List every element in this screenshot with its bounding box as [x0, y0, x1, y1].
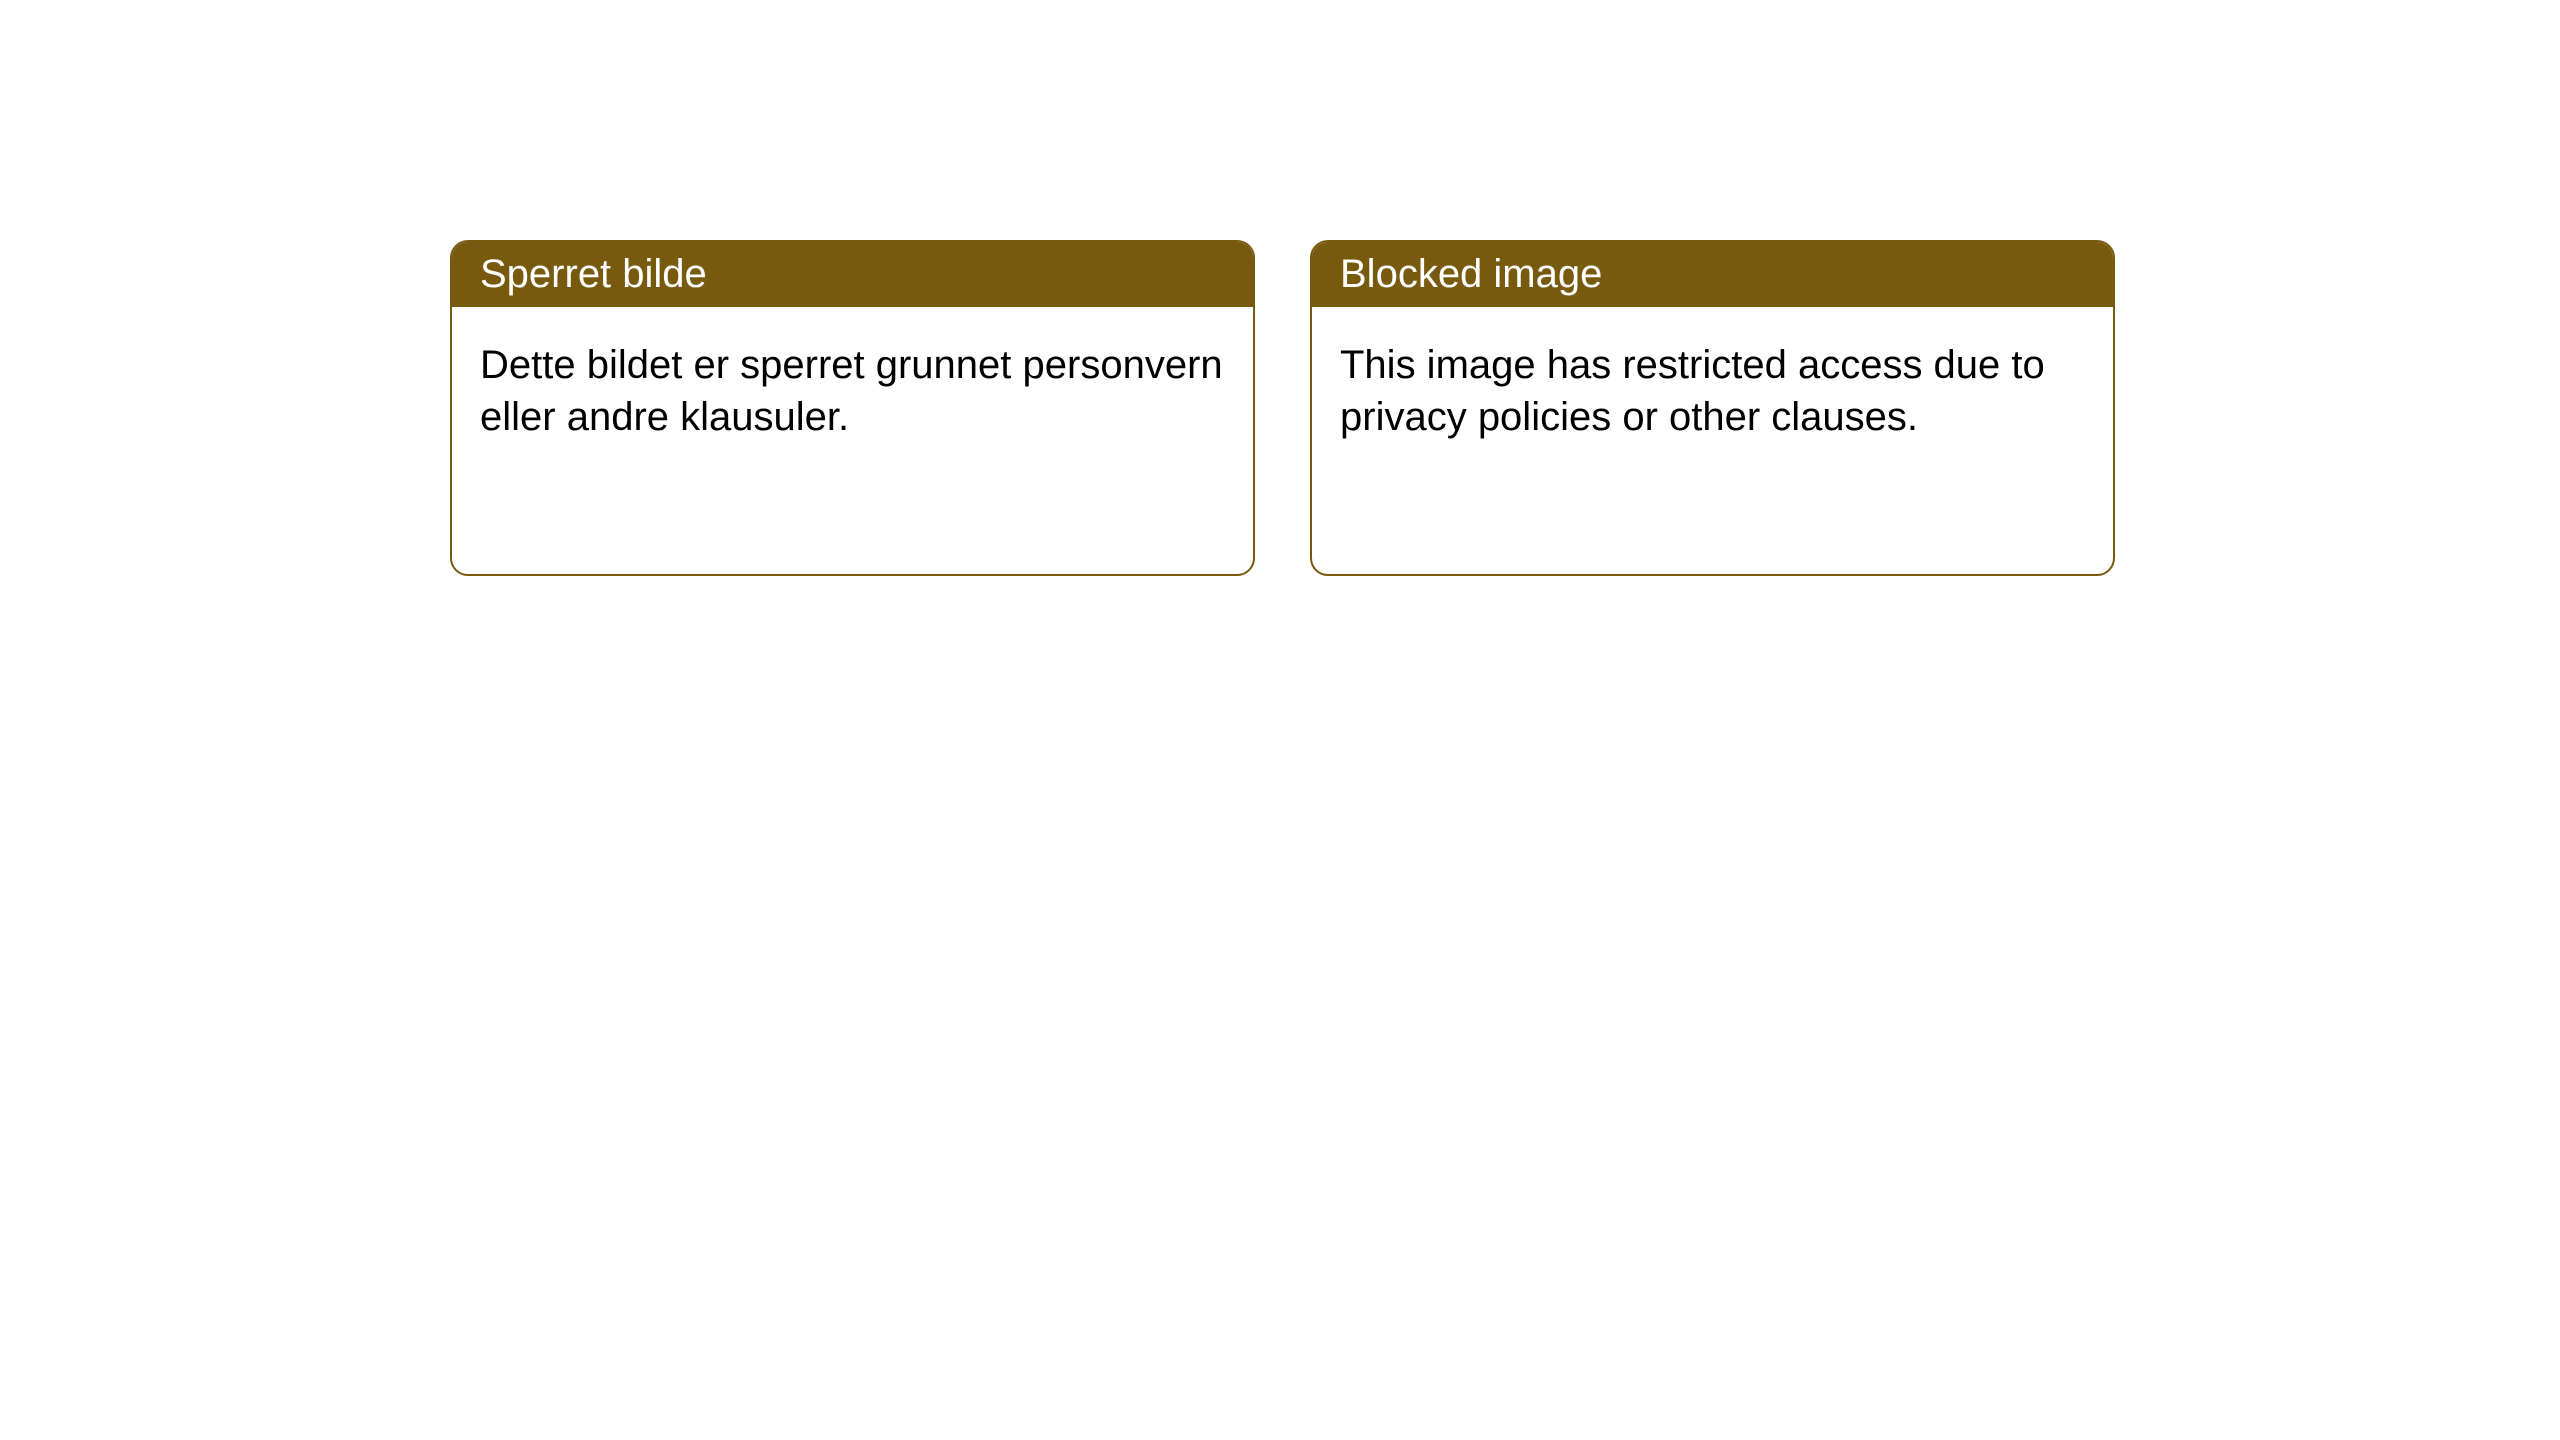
notice-body-text: This image has restricted access due to …	[1340, 343, 2045, 439]
notice-title: Sperret bilde	[480, 252, 707, 296]
notice-body: This image has restricted access due to …	[1312, 307, 2113, 475]
notice-title: Blocked image	[1340, 252, 1602, 296]
notice-body: Dette bildet er sperret grunnet personve…	[452, 307, 1253, 475]
notice-card-english: Blocked image This image has restricted …	[1310, 240, 2115, 576]
notice-header: Sperret bilde	[452, 242, 1253, 307]
notice-header: Blocked image	[1312, 242, 2113, 307]
notice-body-text: Dette bildet er sperret grunnet personve…	[480, 343, 1223, 439]
notice-card-norwegian: Sperret bilde Dette bildet er sperret gr…	[450, 240, 1255, 576]
notice-container: Sperret bilde Dette bildet er sperret gr…	[0, 0, 2560, 576]
